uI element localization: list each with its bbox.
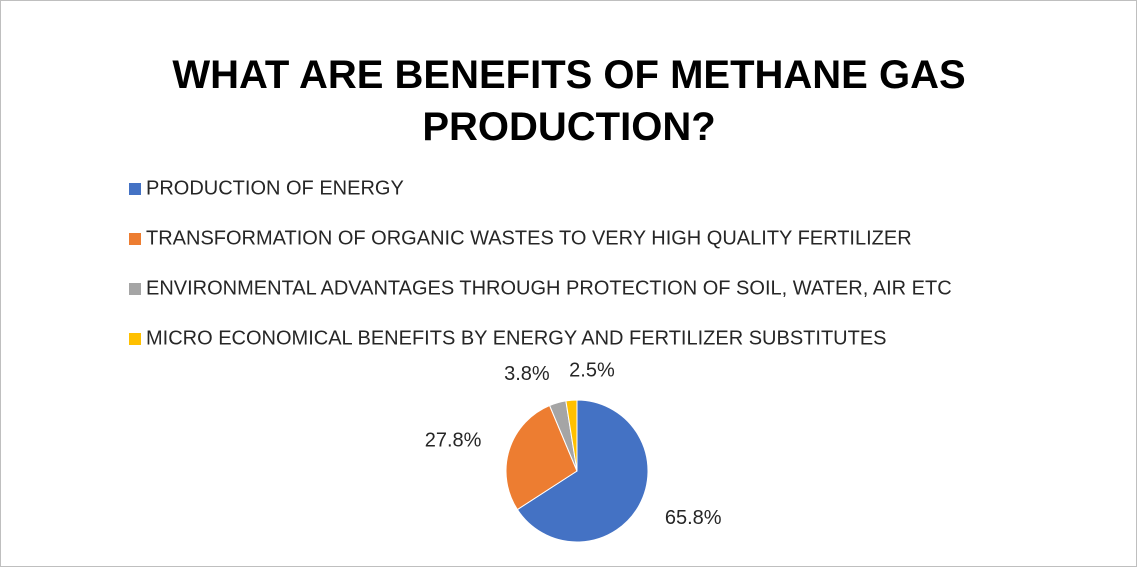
legend-label: ENVIRONMENTAL ADVANTAGES THROUGH PROTECT… [146, 277, 952, 299]
data-label: 3.8% [504, 363, 550, 385]
pie-slice [565, 399, 578, 472]
legend-label: TRANSFORMATION OF ORGANIC WASTES TO VERY… [146, 227, 912, 249]
data-label: 27.8% [425, 430, 482, 452]
legend-swatch [129, 333, 141, 345]
legend-swatch [129, 233, 141, 245]
pie-slice [516, 399, 649, 543]
legend-swatch [129, 183, 141, 195]
chart-title: WHAT ARE BENEFITS OF METHANE GAS PRODUCT… [172, 53, 966, 149]
legend-label: PRODUCTION OF ENERGY [146, 177, 404, 199]
legend-swatch [129, 283, 141, 295]
data-label: 2.5% [569, 360, 615, 382]
pie-slice [505, 404, 578, 511]
data-label: 65.8% [665, 507, 722, 529]
legend-label: MICRO ECONOMICAL BENEFITS BY ENERGY AND … [146, 327, 887, 349]
